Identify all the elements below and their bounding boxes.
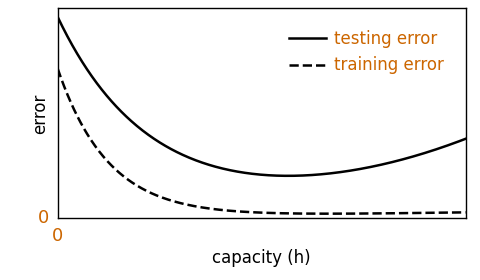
Text: 0: 0	[38, 209, 49, 227]
X-axis label: capacity (h): capacity (h)	[212, 249, 311, 267]
Text: 0: 0	[52, 227, 63, 245]
Legend: testing error, training error: testing error, training error	[276, 17, 457, 88]
Y-axis label: error: error	[31, 93, 49, 134]
